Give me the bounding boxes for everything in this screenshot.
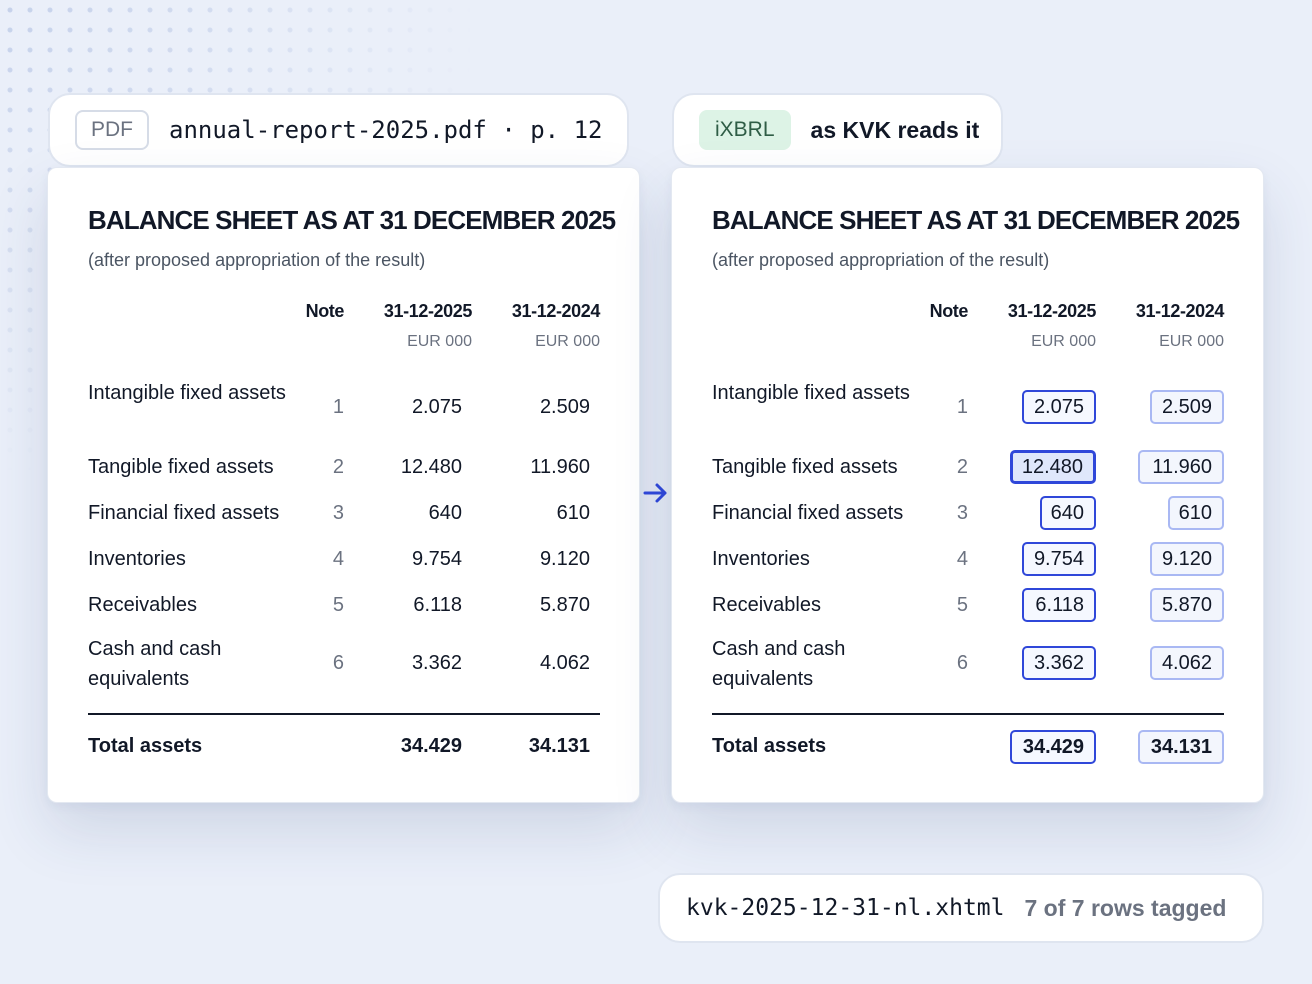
sheet-subtitle: (after proposed appropriation of the res… (712, 250, 1050, 270)
unit-current: EUR 000 (1031, 333, 1096, 350)
total-label: Total assets (88, 735, 203, 757)
target-format-pill: iXBRL as KVK reads it (672, 93, 1003, 167)
total-label: Total assets (712, 735, 827, 757)
value-previous: 11.960 (530, 456, 590, 478)
tagged-fact-current[interactable]: 2.075 (1022, 390, 1096, 424)
tagged-fact-previous[interactable]: 9.120 (1150, 542, 1224, 576)
unit-previous: EUR 000 (1159, 333, 1224, 350)
row-label: Intangible fixed assets (88, 382, 286, 404)
arrow-right-icon (643, 483, 667, 503)
row-note: 3 (332, 502, 344, 524)
tagged-fact-previous[interactable]: 610 (1168, 496, 1224, 530)
row-note: 5 (332, 594, 344, 616)
row-label: Tangible fixed assets (88, 456, 274, 478)
row-label: Cash and cash equivalents (712, 638, 846, 690)
value-current: 3.362 (411, 652, 462, 674)
row-label: Financial fixed assets (88, 502, 280, 524)
pdf-badge: PDF (75, 110, 149, 150)
row-note: 4 (956, 548, 968, 570)
row-note: 5 (956, 594, 968, 616)
value-current: 640 (428, 502, 462, 524)
tagged-fact-previous[interactable]: 5.870 (1150, 588, 1224, 622)
source-filename: annual-report-2025.pdf · p. 12 (169, 116, 603, 144)
sheet-subtitle: (after proposed appropriation of the res… (88, 250, 426, 270)
tagged-fact-previous[interactable]: 4.062 (1150, 646, 1224, 680)
row-label: Tangible fixed assets (712, 456, 898, 478)
ixbrl-balance-sheet-card: BALANCE SHEET AS AT 31 DECEMBER 2025 (af… (671, 167, 1264, 803)
header-previous: 31-12-2024 (1135, 301, 1224, 321)
row-note: 6 (332, 652, 344, 674)
row-label: Cash and cash equivalents (88, 638, 222, 690)
row-note: 2 (956, 456, 968, 478)
total-previous: 34.131 (528, 735, 590, 757)
unit-current: EUR 000 (407, 333, 472, 350)
row-note: 1 (332, 396, 344, 418)
unit-previous: EUR 000 (535, 333, 600, 350)
output-filename: kvk-2025-12-31-nl.xhtml (686, 895, 1005, 921)
tagged-fact-current[interactable]: 3.362 (1022, 646, 1096, 680)
row-note: 3 (956, 502, 968, 524)
total-rule (712, 713, 1224, 715)
tagged-total-previous[interactable]: 34.131 (1138, 730, 1224, 764)
tagged-total-current[interactable]: 34.429 (1010, 730, 1096, 764)
row-label: Inventories (88, 548, 186, 570)
header-current: 31-12-2025 (1007, 301, 1096, 321)
tagged-fact-current-selected[interactable]: 12.480 (1010, 450, 1096, 484)
value-current: 2.075 (411, 396, 462, 418)
sheet-title: BALANCE SHEET AS AT 31 DECEMBER 2025 (88, 205, 616, 235)
ixbrl-badge: iXBRL (699, 110, 791, 150)
row-label: Financial fixed assets (712, 502, 904, 524)
value-previous: 5.870 (539, 594, 590, 616)
value-previous: 2.509 (539, 396, 590, 418)
row-label: Intangible fixed assets (712, 382, 910, 404)
header-note: Note (929, 301, 969, 321)
value-current: 9.754 (411, 548, 462, 570)
pdf-balance-sheet-card: BALANCE SHEET AS AT 31 DECEMBER 2025 (af… (47, 167, 640, 803)
row-label: Inventories (712, 548, 810, 570)
total-current: 34.429 (400, 735, 462, 757)
row-note: 4 (332, 548, 344, 570)
tagging-status: 7 of 7 rows tagged (1024, 894, 1227, 921)
output-file-pill: kvk-2025-12-31-nl.xhtml 7 of 7 rows tagg… (658, 873, 1264, 943)
tagged-fact-previous[interactable]: 11.960 (1138, 450, 1224, 484)
source-file-pill: PDF annual-report-2025.pdf · p. 12 (48, 93, 629, 167)
value-current: 6.118 (413, 594, 462, 616)
target-caption: as KVK reads it (810, 116, 980, 143)
tagged-fact-previous[interactable]: 2.509 (1150, 390, 1224, 424)
header-note: Note (305, 301, 345, 321)
row-note: 6 (956, 652, 968, 674)
total-rule (88, 713, 600, 715)
value-current: 12.480 (400, 456, 462, 478)
value-previous: 610 (556, 502, 590, 524)
row-label: Receivables (712, 594, 821, 616)
header-previous: 31-12-2024 (511, 301, 600, 321)
value-previous: 4.062 (539, 652, 590, 674)
tagged-fact-current[interactable]: 6.118 (1022, 588, 1096, 622)
sheet-title: BALANCE SHEET AS AT 31 DECEMBER 2025 (712, 205, 1240, 235)
tagged-fact-current[interactable]: 640 (1040, 496, 1096, 530)
header-current: 31-12-2025 (383, 301, 472, 321)
value-previous: 9.120 (539, 548, 590, 570)
row-note: 1 (956, 396, 968, 418)
row-label: Receivables (88, 594, 197, 616)
row-note: 2 (332, 456, 344, 478)
tagged-fact-current[interactable]: 9.754 (1022, 542, 1096, 576)
